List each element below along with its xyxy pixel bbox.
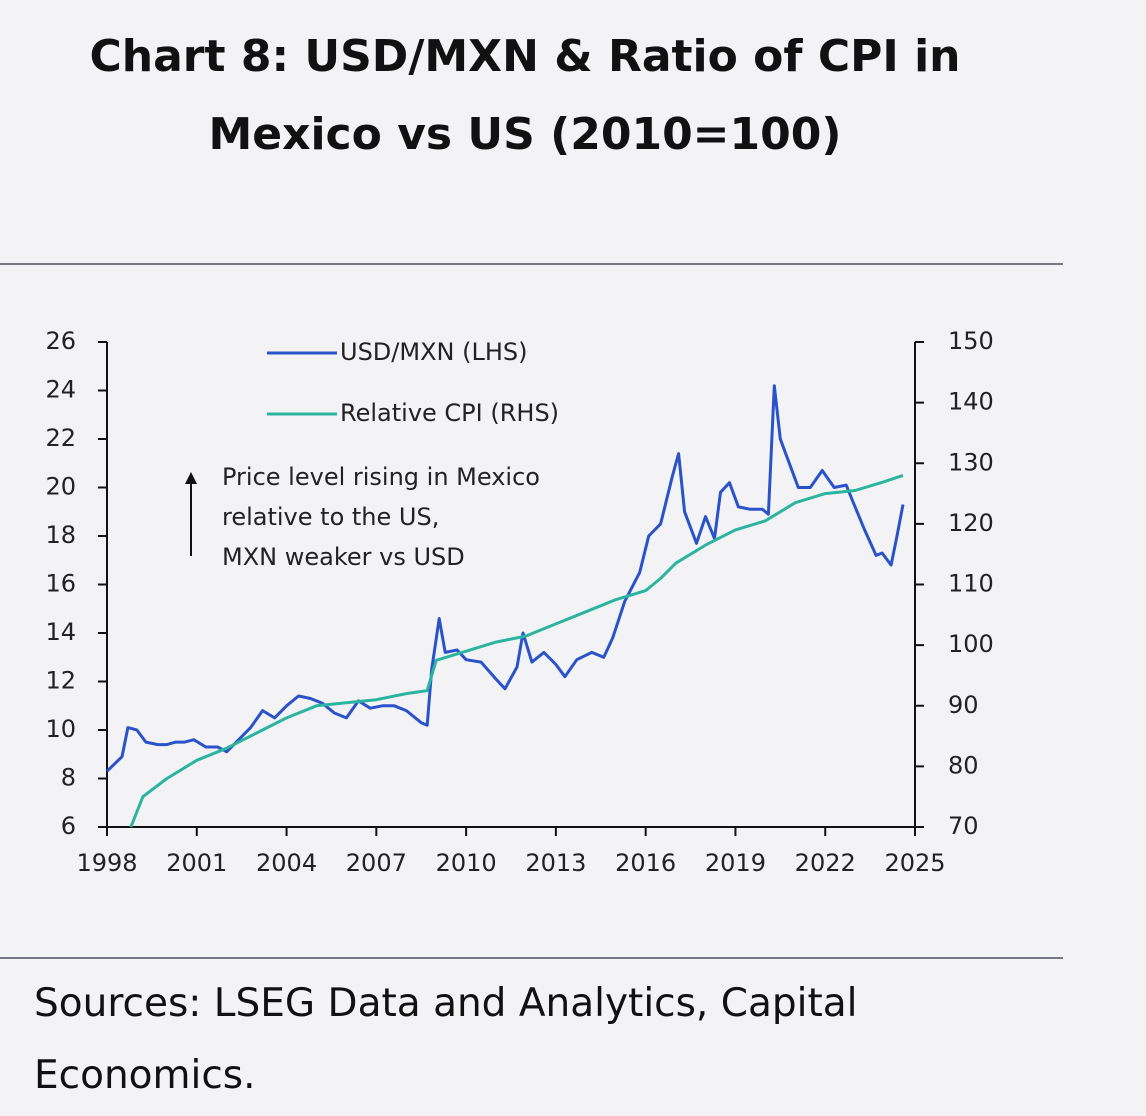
- x-tick-label: 2019: [705, 849, 766, 877]
- series-line: [129, 473, 904, 828]
- y2-tick-label: 130: [948, 448, 994, 476]
- y-tick-label: 10: [45, 715, 76, 743]
- y-tick-label: 24: [45, 376, 76, 404]
- y-tick-label: 18: [45, 521, 76, 549]
- x-tick-label: 2004: [256, 849, 317, 877]
- y2-tick-label: 120: [948, 509, 994, 537]
- x-tick-label: 2001: [166, 849, 227, 877]
- chart-title: Chart 8: USD/MXN & Ratio of CPI in Mexic…: [89, 31, 961, 160]
- annotation: MXN weaker vs USD: [222, 543, 465, 571]
- divider: [0, 263, 1063, 265]
- y-tick-label: 22: [45, 424, 76, 452]
- y2-tick-label: 100: [948, 630, 994, 658]
- x-tick-label: 2022: [795, 849, 856, 877]
- y2-tick-label: 90: [948, 691, 979, 719]
- y2-tick-label: 110: [948, 570, 994, 598]
- y-tick-label: 12: [45, 667, 76, 695]
- y2-tick-label: 150: [948, 327, 994, 355]
- x-tick-label: 2025: [884, 849, 945, 877]
- divider: [0, 957, 1063, 959]
- annotation: relative to the US,: [222, 503, 439, 531]
- series-line: [105, 384, 905, 773]
- x-tick-label: 1998: [76, 849, 137, 877]
- x-tick-label: 2013: [525, 849, 586, 877]
- y-tick-label: 20: [45, 473, 76, 501]
- y2-tick-label: 140: [948, 388, 994, 416]
- arrow-head: [185, 472, 197, 484]
- y-tick-label: 6: [61, 812, 76, 840]
- annotation: Price level rising in Mexico: [222, 463, 540, 491]
- y-tick-label: 26: [45, 327, 76, 355]
- source: Sources: LSEG Data and Analytics, Capita…: [34, 981, 858, 1098]
- chart: 6810121416182022242670809010011012013014…: [45, 327, 994, 877]
- y-tick-label: 14: [45, 618, 76, 646]
- y2-tick-label: 80: [948, 751, 979, 779]
- x-tick-label: 2016: [615, 849, 676, 877]
- y-tick-label: 8: [61, 764, 76, 792]
- x-tick-label: 2007: [346, 849, 407, 877]
- y2-tick-label: 70: [948, 812, 979, 840]
- x-tick-label: 2010: [436, 849, 497, 877]
- legend-label: Relative CPI (RHS): [340, 399, 559, 427]
- y-tick-label: 16: [45, 570, 76, 598]
- legend-label: USD/MXN (LHS): [340, 338, 527, 366]
